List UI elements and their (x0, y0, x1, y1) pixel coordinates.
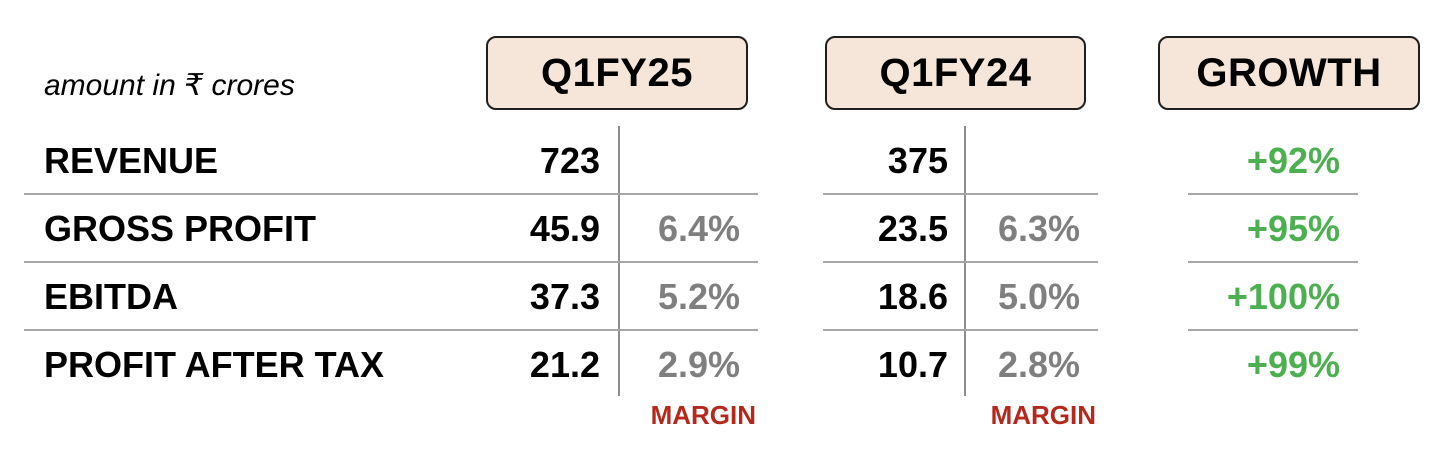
row-divider (823, 329, 1098, 331)
row-divider (1188, 193, 1358, 195)
row-label-revenue: REVENUE (44, 140, 219, 181)
margin-q1fy24-profit-after-tax: 2.8% (997, 344, 1080, 385)
row-label-profit-after-tax: PROFIT AFTER TAX (44, 344, 384, 385)
value-q1fy25-ebitda: 37.3 (529, 276, 600, 317)
margin-q1fy24-ebitda: 5.0% (997, 276, 1080, 317)
margin-q1fy25-profit-after-tax: 2.9% (657, 344, 740, 385)
row-divider (823, 261, 1098, 263)
row-label-ebitda: EBITDA (44, 276, 178, 317)
margin-label-q1fy24: MARGIN (990, 400, 1096, 430)
value-q1fy24-gross-profit: 23.5 (877, 208, 948, 249)
growth-gross-profit: +95% (1246, 208, 1340, 249)
value-q1fy24-profit-after-tax: 10.7 (877, 344, 948, 385)
value-q1fy24-ebitda: 18.6 (877, 276, 948, 317)
row-divider (823, 193, 1098, 195)
column-header-q1fy24: Q1FY24 (825, 36, 1086, 110)
unit-note: amount in ₹ crores (44, 69, 295, 102)
growth-ebitda: +100% (1226, 276, 1340, 317)
margin-q1fy25-ebitda: 5.2% (657, 276, 740, 317)
margin-q1fy24-gross-profit: 6.3% (997, 208, 1080, 249)
column-header-q1fy25: Q1FY25 (486, 36, 748, 110)
column-header-growth: GROWTH (1158, 36, 1420, 110)
value-q1fy25-gross-profit: 45.9 (529, 208, 600, 249)
growth-profit-after-tax: +99% (1246, 344, 1340, 385)
row-divider (24, 193, 758, 195)
value-q1fy25-revenue: 723 (539, 140, 600, 181)
margin-label-q1fy25: MARGIN (650, 400, 756, 430)
value-q1fy24-revenue: 375 (887, 140, 948, 181)
row-label-gross-profit: GROSS PROFIT (44, 208, 317, 249)
growth-revenue: +92% (1246, 140, 1340, 181)
row-divider (24, 329, 758, 331)
margin-q1fy25-gross-profit: 6.4% (657, 208, 740, 249)
row-divider (24, 261, 758, 263)
row-divider (1188, 261, 1358, 263)
row-divider (1188, 329, 1358, 331)
value-q1fy25-profit-after-tax: 21.2 (529, 344, 600, 385)
